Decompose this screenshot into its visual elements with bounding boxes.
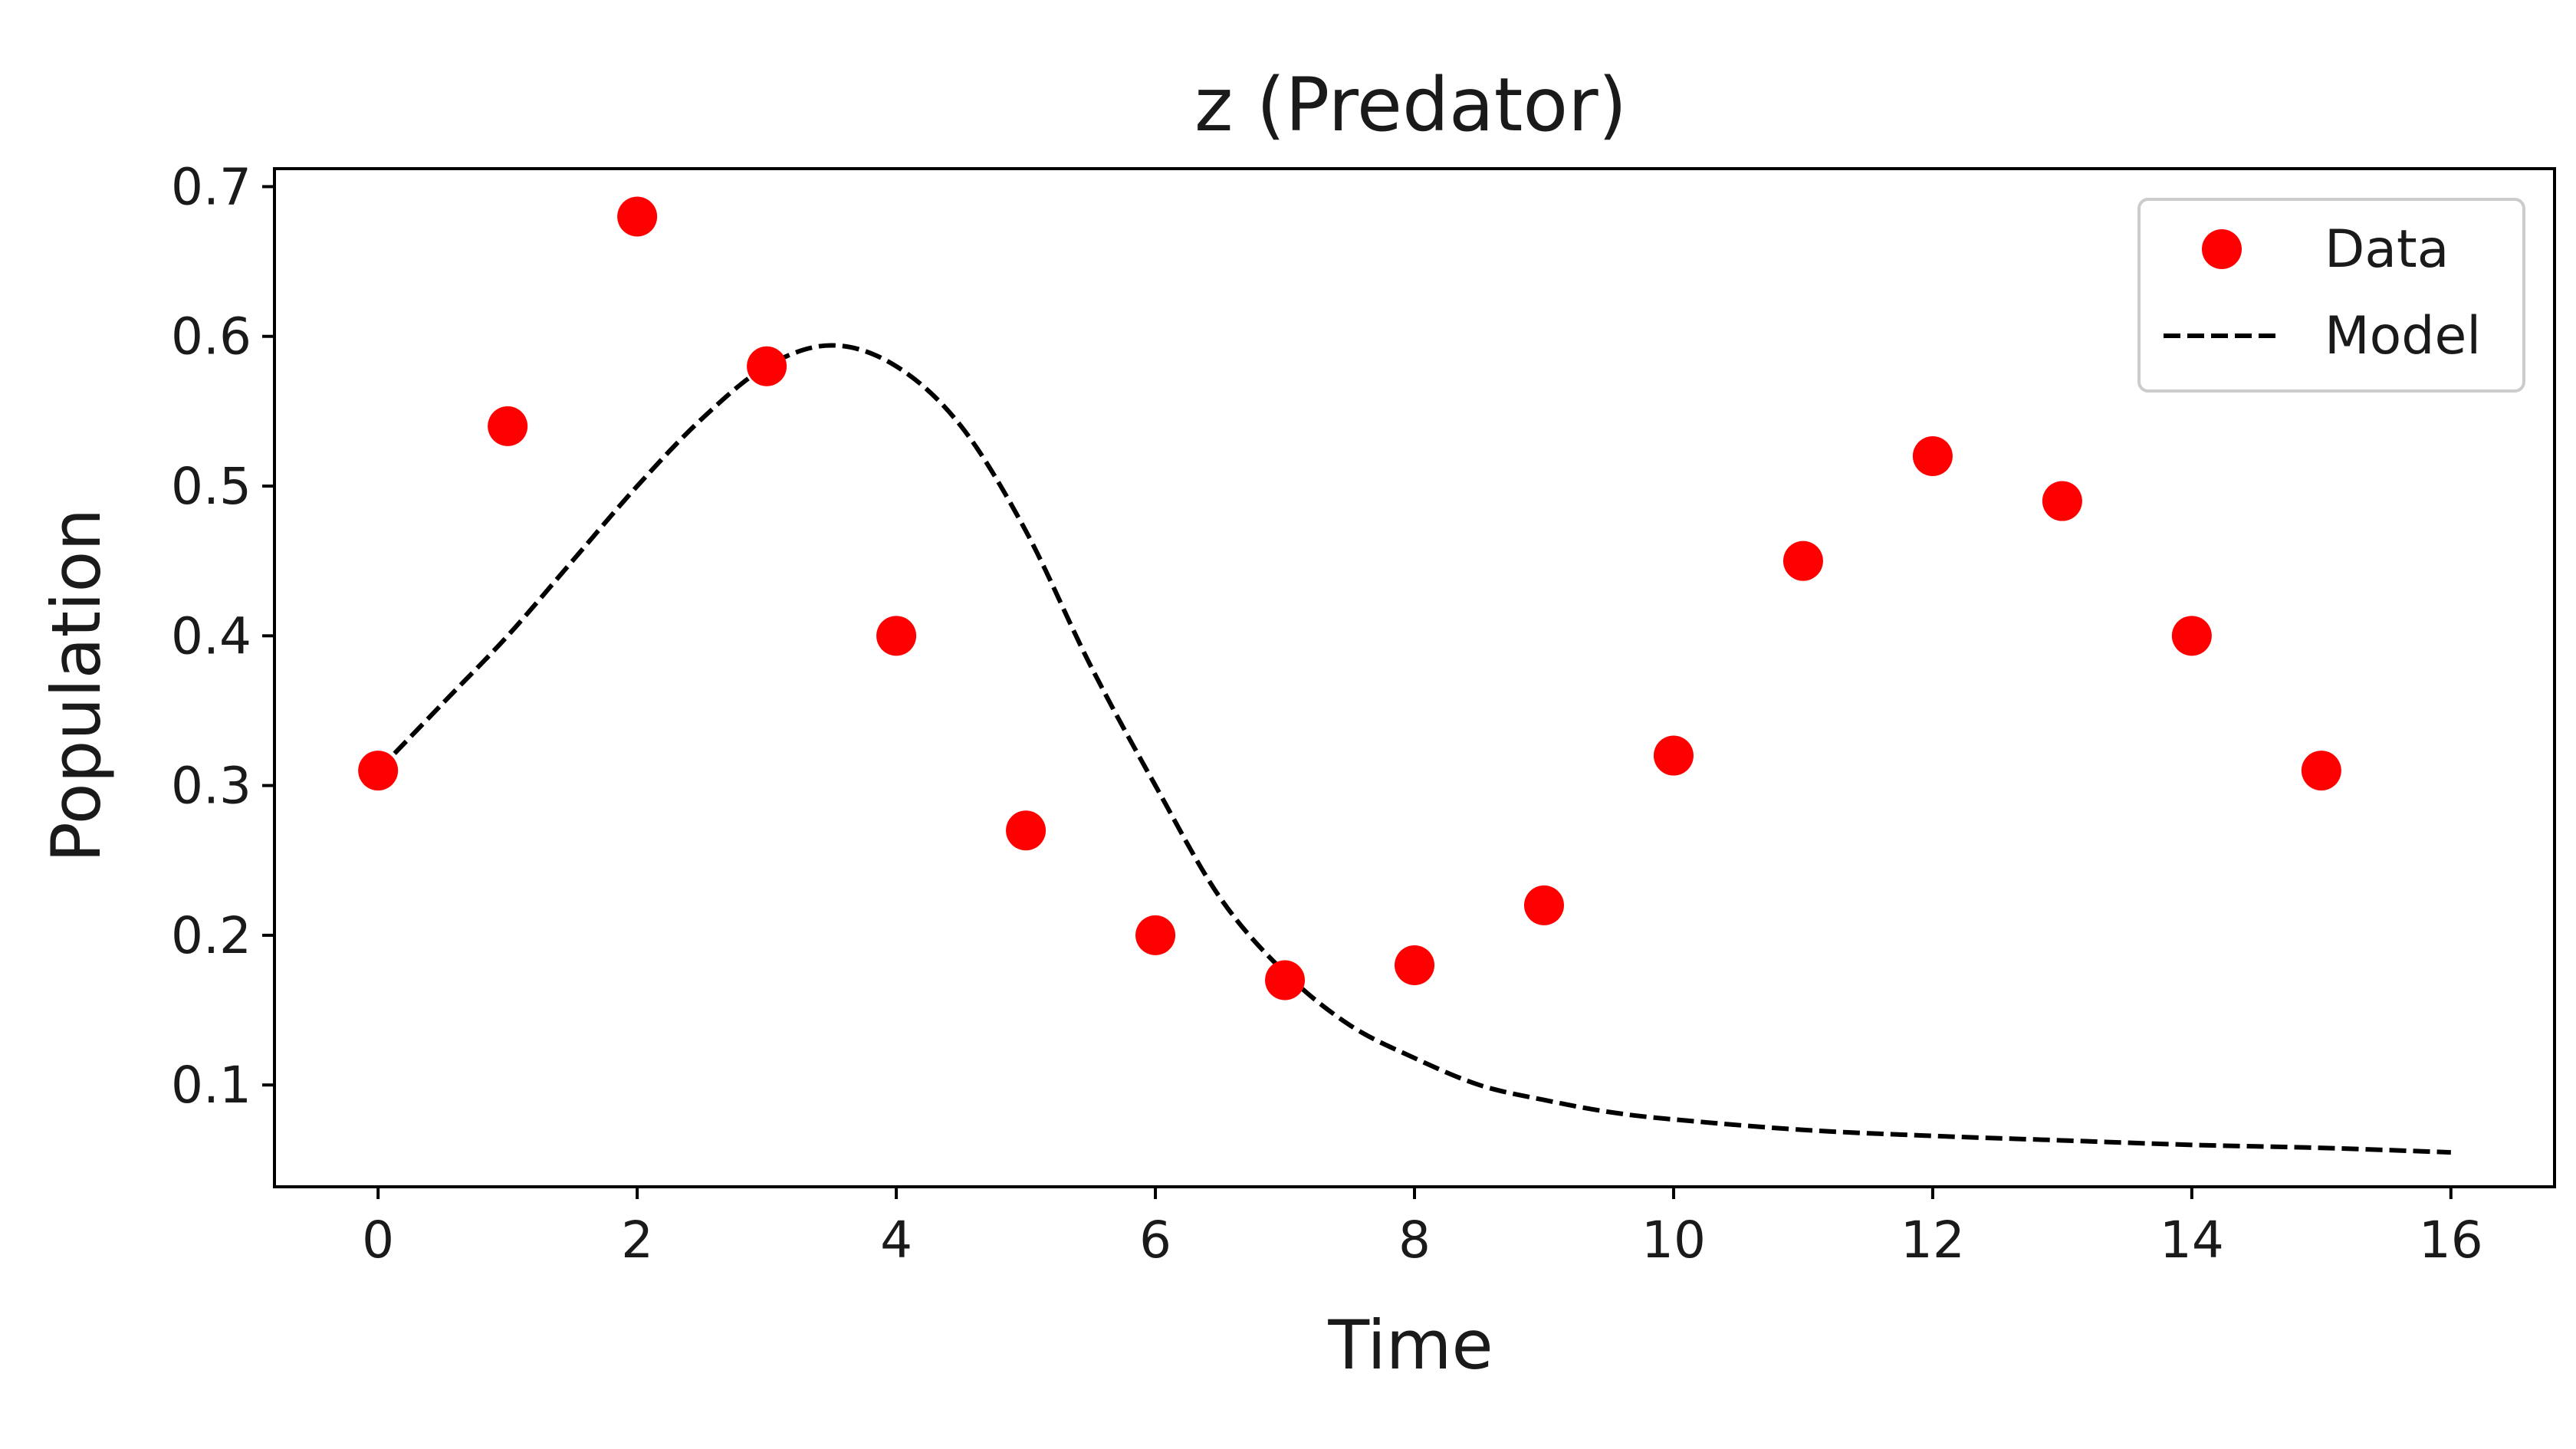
data-point bbox=[1523, 885, 1564, 925]
x-axis-label: Time bbox=[1327, 1306, 1493, 1385]
data-point bbox=[1135, 915, 1176, 955]
data-point bbox=[617, 196, 658, 237]
chart-title: z (Predator) bbox=[1194, 62, 1627, 148]
x-tick-label: 10 bbox=[1641, 1211, 1706, 1270]
legend-data-label: Data bbox=[2325, 219, 2449, 280]
x-tick-label: 2 bbox=[621, 1211, 653, 1270]
x-tick-label: 14 bbox=[2160, 1211, 2224, 1270]
data-point bbox=[2042, 481, 2082, 521]
data-point bbox=[1265, 960, 1306, 1001]
x-tick-label: 8 bbox=[1398, 1211, 1431, 1270]
x-tick-label: 6 bbox=[1139, 1211, 1171, 1270]
x-tick-label: 4 bbox=[880, 1211, 912, 1270]
legend-model-label: Model bbox=[2325, 306, 2481, 366]
legend: Data Model bbox=[2137, 198, 2525, 393]
data-point bbox=[358, 751, 399, 791]
y-tick-label: 0.7 bbox=[171, 157, 251, 216]
y-tick-label: 0.2 bbox=[171, 906, 251, 965]
data-point bbox=[876, 616, 917, 656]
plot-area: 0 2 4 6 8 10 12 14 16 0.1 0.2 0.3 0.4 0.5 0.6 0.7 bbox=[171, 157, 2556, 1270]
legend-data-marker bbox=[2202, 229, 2242, 269]
y-tick-label: 0.3 bbox=[171, 757, 251, 816]
data-point bbox=[1006, 810, 1046, 851]
x-tick-label: 12 bbox=[1901, 1211, 1965, 1270]
x-tick-label: 0 bbox=[362, 1211, 394, 1270]
data-point bbox=[1395, 945, 1434, 985]
data-point bbox=[1653, 735, 1694, 776]
data-point bbox=[747, 346, 787, 386]
data-point bbox=[2171, 616, 2212, 656]
y-tick-label: 0.5 bbox=[171, 457, 251, 516]
y-tick-label: 0.1 bbox=[171, 1056, 251, 1115]
y-tick-label: 0.4 bbox=[171, 606, 251, 665]
data-point bbox=[1912, 435, 1953, 476]
y-axis-label: Population bbox=[37, 508, 116, 863]
data-point bbox=[488, 406, 528, 446]
data-point bbox=[2301, 751, 2341, 791]
y-tick-label: 0.6 bbox=[171, 307, 251, 366]
data-point bbox=[1783, 540, 1823, 581]
x-tick-label: 16 bbox=[2419, 1211, 2483, 1270]
model-line bbox=[376, 343, 2451, 1155]
